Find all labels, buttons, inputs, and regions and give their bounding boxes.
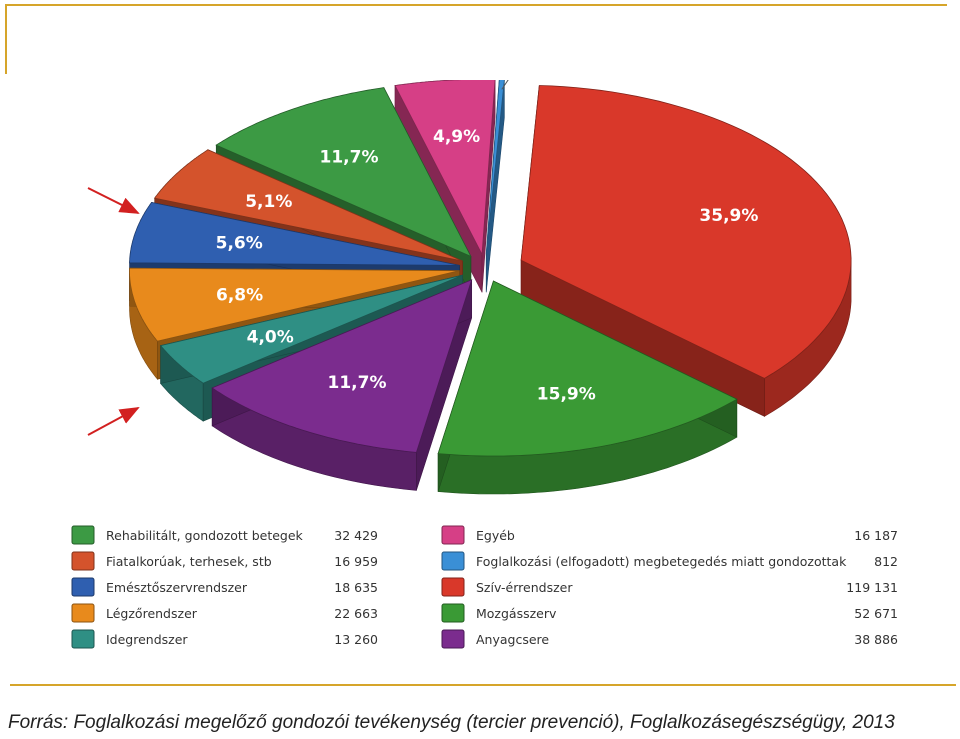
pie-slice — [437, 280, 738, 495]
legend-label: Légzőrendszer — [106, 606, 198, 621]
legend-value: 13 260 — [334, 632, 378, 647]
legend-label: Idegrendszer — [106, 632, 188, 647]
frame-left-line — [5, 4, 7, 74]
slice-top-face — [437, 280, 738, 457]
slice-top-face — [153, 149, 463, 262]
slice-percent-label: 15,9% — [537, 385, 596, 405]
legend-swatch — [441, 525, 465, 545]
slice-top-face — [159, 274, 463, 384]
legend-swatch — [441, 603, 465, 623]
slice-top-face — [129, 267, 460, 342]
arrow-annotation-1 — [87, 187, 140, 214]
legend-value: 32 429 — [334, 528, 378, 543]
legend-swatch — [71, 551, 95, 571]
legend-item: Szív-érrendszer 119 131 — [441, 577, 898, 597]
frame-bottom-line — [10, 684, 956, 686]
slice-percent-label: 6,8% — [216, 285, 263, 305]
legend-value: 38 886 — [854, 632, 898, 647]
frame-top-line — [5, 4, 947, 6]
arrow-annotation-2 — [87, 407, 140, 436]
legend-label: Anyagcsere — [476, 632, 549, 647]
legend-label: Fiatalkorúak, terhesek, stb — [106, 554, 272, 569]
legend-item: Mozgásszerv 52 671 — [441, 603, 898, 623]
slice-top-face — [520, 85, 852, 379]
legend-swatch — [441, 629, 465, 649]
legend-label: Mozgásszerv — [476, 606, 557, 621]
leader-line — [501, 80, 509, 90]
slice-percent-label: 5,6% — [216, 234, 263, 254]
legend-value: 52 671 — [854, 606, 898, 621]
legend-item: Rehabilitált, gondozott betegek 32 429 — [71, 525, 378, 545]
slice-percent-label: 11,7% — [320, 148, 379, 168]
legend-value: 16 959 — [334, 554, 378, 569]
slice-percent-label: 35,9% — [699, 206, 758, 226]
legend-value: 18 635 — [334, 580, 378, 595]
legend-label: Szív-érrendszer — [476, 580, 573, 595]
legend-item: Emésztőszervrendszer 18 635 — [71, 577, 378, 597]
legend-item: Egyéb 16 187 — [441, 525, 898, 545]
legend-item: Fiatalkorúak, terhesek, stb 16 959 — [71, 551, 378, 571]
legend-swatch — [441, 577, 465, 597]
legend-label: Emésztőszervrendszer — [106, 580, 248, 595]
legend-swatch — [71, 603, 95, 623]
legend-item: Anyagcsere 38 886 — [441, 629, 898, 649]
slice-percent-label: 4,0% — [247, 327, 294, 347]
legend-swatch — [71, 525, 95, 545]
legend-value: 22 663 — [334, 606, 378, 621]
source-caption: Forrás: Foglalkozási megelőző gondozói t… — [8, 712, 895, 733]
legend-value: 812 — [874, 554, 898, 569]
slice-percent-label: 5,1% — [245, 192, 292, 212]
slice-top-face — [394, 80, 496, 256]
slice-top-face — [485, 80, 505, 255]
legend-swatch — [71, 629, 95, 649]
legend-swatch — [71, 577, 95, 597]
slice-top-face — [211, 279, 473, 453]
legend-value: 16 187 — [854, 528, 898, 543]
legend-swatch — [441, 551, 465, 571]
legend-item: Légzőrendszer 22 663 — [71, 603, 378, 623]
pie-slice — [485, 80, 505, 293]
legend-label: Rehabilitált, gondozott betegek — [106, 528, 304, 543]
slice-top-face — [215, 87, 472, 258]
slice-top-face — [129, 201, 460, 266]
legend-item: Foglalkozási (elfogadott) megbetegedés m… — [441, 551, 898, 571]
legend-label: Egyéb — [476, 528, 515, 543]
pie-slice — [520, 85, 852, 417]
pie-chart: 35,9% 15,9% 11,7% 4,0% 6,8% 5,6% 5,1% 11,7% 4,9%… — [71, 80, 898, 649]
slice-percent-label: 4,9% — [433, 127, 480, 147]
legend-item: Idegrendszer 13 260 — [71, 629, 378, 649]
slice-percent-label: 11,7% — [328, 373, 387, 393]
legend-value: 119 131 — [846, 580, 898, 595]
legend-label: Foglalkozási (elfogadott) megbetegedés m… — [476, 554, 847, 569]
chart-area: 35,9% 15,9% 11,7% 4,0% 6,8% 5,6% 5,1% 11,7% 4,9%… — [60, 80, 910, 680]
pie-slice — [211, 279, 473, 491]
